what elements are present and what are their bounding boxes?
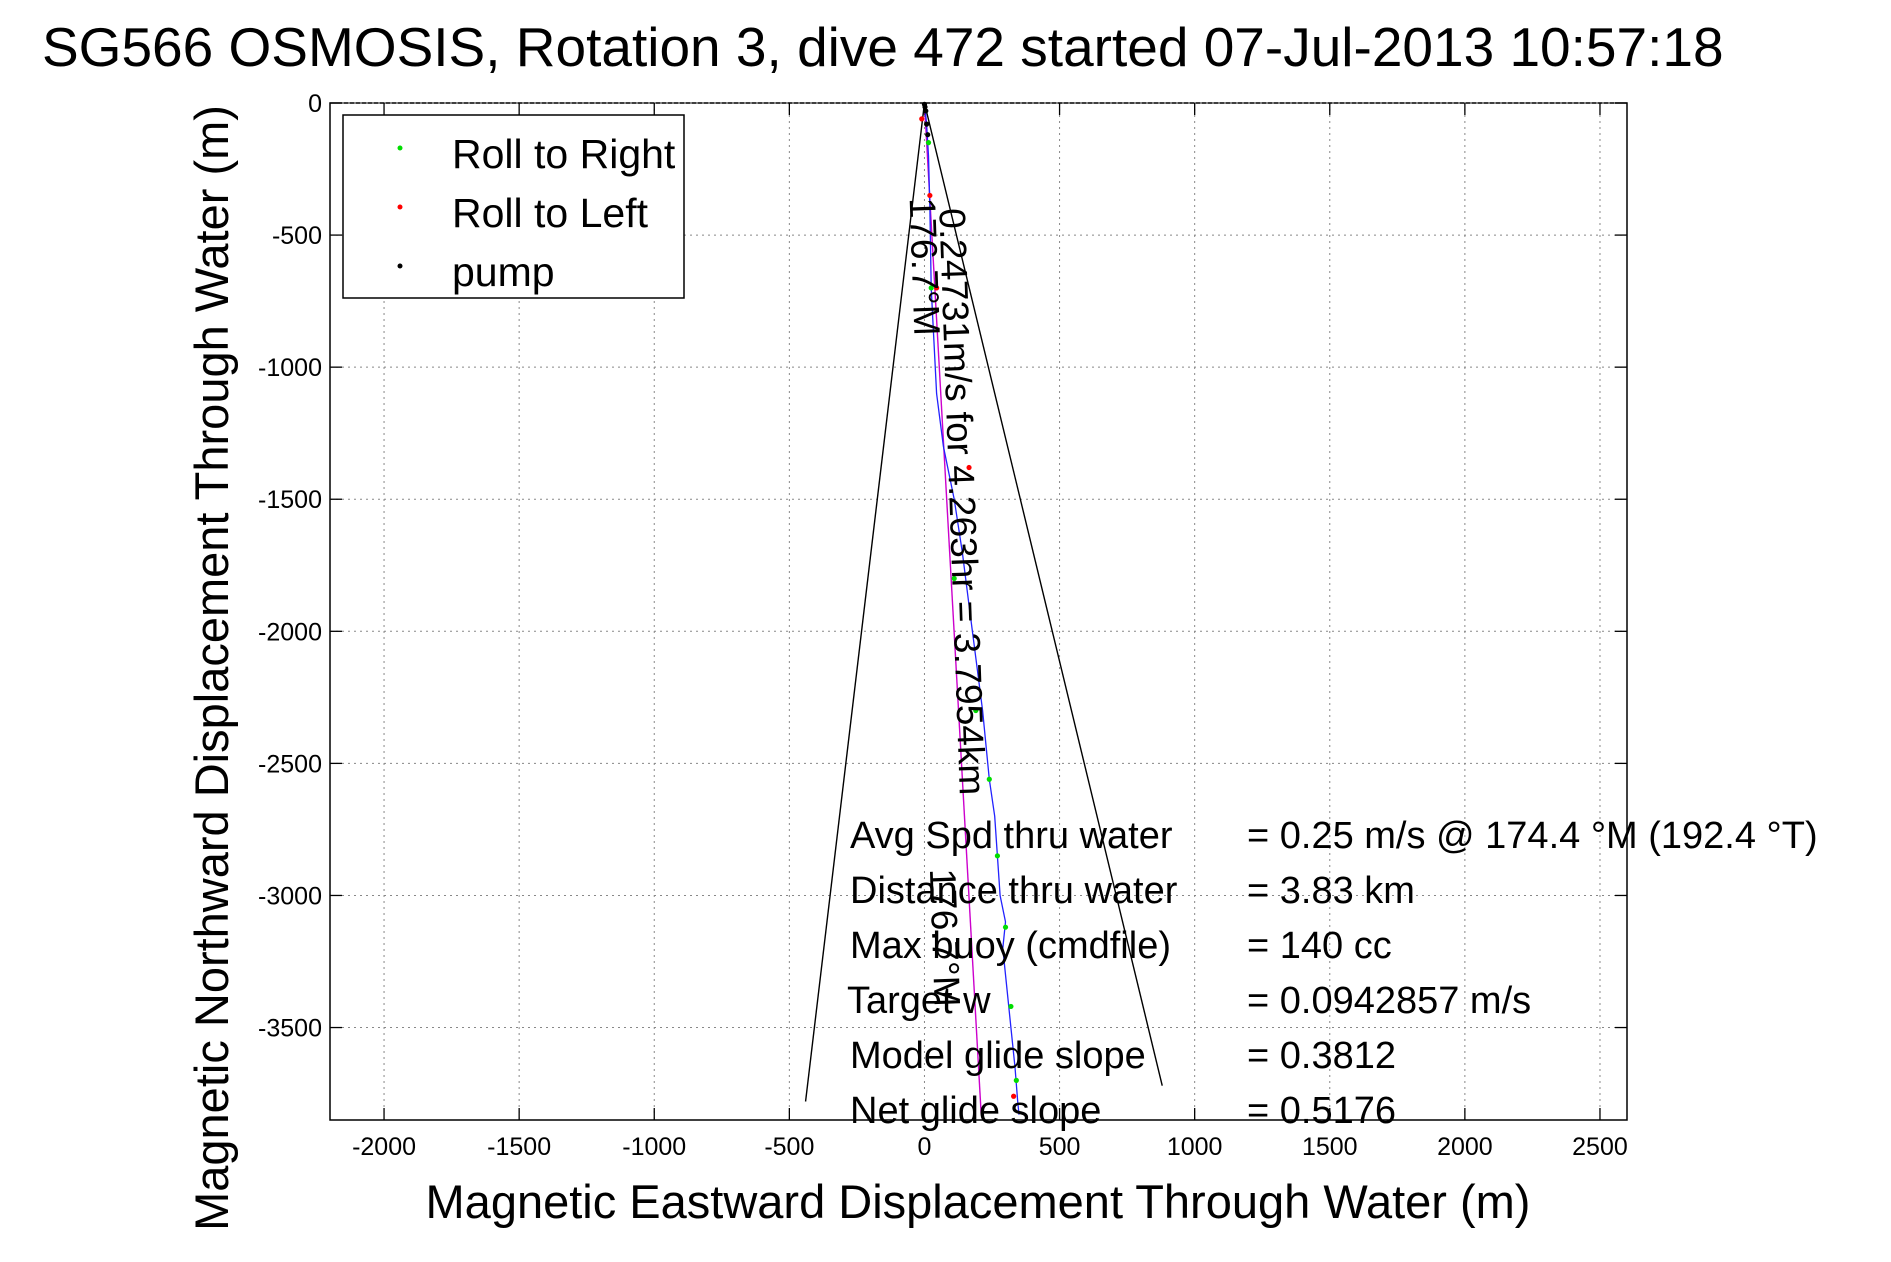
x-tick-label: 1000 (1167, 1133, 1223, 1161)
stat-label-max-buoy: Max buoy (cmdfile) (850, 925, 1171, 967)
envelope-left-line (804, 102, 926, 1102)
x-tick-label: 0 (918, 1133, 932, 1161)
point-roll-to-right (1008, 1003, 1014, 1010)
x-tick-label: 2000 (1437, 1133, 1493, 1161)
point-roll-to-right (973, 707, 979, 714)
y-axis-label: Magnetic Northward Displacement Through … (185, 105, 238, 1231)
axis-ticks: -2000 -1500 -1000 -500 0 500 1000 1500 2000 2500 0… (258, 90, 1628, 1161)
stat-value-net-glide: = 0.5176 (1247, 1090, 1396, 1132)
stat-value-avg-speed: = 0.25 m/s @ 174.4 °M (192.4 °T) (1247, 815, 1818, 857)
point-roll-to-left (934, 285, 940, 291)
point-roll-to-right (986, 776, 992, 782)
point-roll-to-right (994, 853, 1001, 859)
point-roll-to-right (951, 575, 957, 582)
x-tick-label: -2000 (352, 1133, 416, 1161)
track-line (923, 102, 1020, 1115)
x-tick-label: 500 (1039, 1133, 1081, 1161)
y-tick-label: -2000 (258, 618, 322, 646)
point-roll-to-left (966, 464, 972, 471)
y-tick-label: -3500 (258, 1015, 322, 1043)
point-roll-to-right (1002, 924, 1009, 930)
data-series (919, 101, 1020, 1115)
heading-envelope (804, 102, 1163, 1115)
annotation-text: 176.7°M (902, 197, 948, 337)
x-tick-label: -500 (764, 1133, 814, 1161)
x-axis-label: Magnetic Eastward Displacement Through W… (426, 1175, 1531, 1228)
legend-label-roll-right: Roll to Right (452, 131, 676, 177)
y-tick-label: -1500 (258, 486, 322, 514)
point-roll-to-right (1013, 1077, 1019, 1083)
y-tick-label: -1000 (258, 354, 322, 382)
annotation-text: 176.7°M (922, 868, 968, 1008)
y-tick-label: -3000 (258, 882, 322, 910)
point-roll-to-left (1011, 1093, 1017, 1099)
x-tick-label: -1000 (622, 1133, 686, 1161)
x-tick-label: 1500 (1302, 1133, 1358, 1161)
stat-label-net-glide: Net glide slope (850, 1090, 1101, 1132)
point-roll-to-right (925, 140, 932, 146)
stat-label-model-glide: Model glide slope (850, 1035, 1146, 1077)
x-tick-label: 2500 (1572, 1133, 1628, 1161)
point-pump (924, 121, 930, 127)
stat-label-target-w: Target w (847, 980, 991, 1022)
rotated-annotations: 0.24731m/s for 4.263hr = 3.7954km176.7°M… (902, 197, 993, 1008)
point-roll-to-left (919, 116, 925, 122)
point-pump (923, 108, 929, 114)
stat-label-distance: Distance thru water (850, 870, 1178, 912)
chart-title: SG566 OSMOSIS, Rotation 3, dive 472 star… (42, 16, 1724, 78)
y-tick-label: -500 (272, 222, 322, 250)
point-roll-to-right (928, 285, 934, 291)
point-pump (922, 104, 928, 110)
y-tick-label: -2500 (258, 750, 322, 778)
stat-value-max-buoy: = 140 cc (1247, 925, 1392, 967)
legend-marker-roll-left (397, 204, 403, 210)
legend-label-pump: pump (452, 249, 555, 295)
legend-marker-pump (397, 263, 403, 269)
legend-marker-roll-right (397, 145, 403, 151)
stat-value-model-glide: = 0.3812 (1247, 1035, 1396, 1077)
x-tick-label: -1500 (487, 1133, 551, 1161)
point-roll-to-left (927, 192, 933, 199)
point-pump (925, 132, 931, 138)
y-tick-label: 0 (308, 90, 322, 118)
envelope-right-line (923, 102, 1163, 1086)
legend: Roll to Right Roll to Left pump (342, 114, 685, 299)
stat-label-avg-speed: Avg Spd thru water (850, 815, 1173, 857)
stat-value-target-w: = 0.0942857 m/s (1247, 980, 1531, 1022)
stat-value-distance: = 3.83 km (1247, 870, 1415, 912)
dive-stats: Avg Spd thru water = 0.25 m/s @ 174.4 °M… (847, 815, 1818, 1132)
legend-label-roll-left: Roll to Left (452, 190, 649, 236)
net-displacement-line (923, 102, 982, 1115)
